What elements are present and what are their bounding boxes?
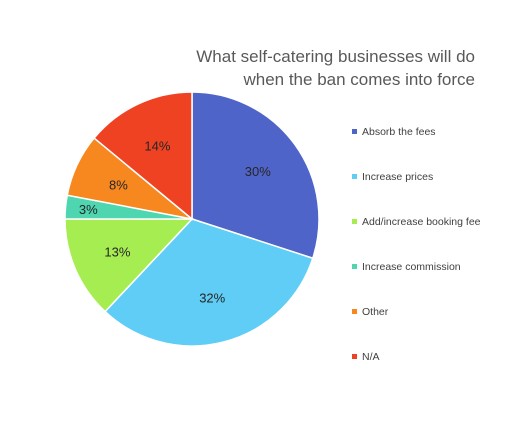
legend-swatch-4 bbox=[352, 309, 357, 314]
pie-slice-label-1: 32% bbox=[199, 291, 225, 306]
pie-slice-1 bbox=[104, 218, 314, 347]
pie-slice-label-2: 13% bbox=[104, 244, 130, 259]
legend-label-2: Add/increase booking fee bbox=[362, 216, 481, 228]
legend-label-4: Other bbox=[362, 306, 389, 318]
chart-title-line-2: when the ban comes into force bbox=[242, 70, 475, 89]
legend-label-0: Absorb the fees bbox=[362, 126, 436, 138]
legend-swatch-3 bbox=[352, 264, 357, 269]
legend: Absorb the fees Increase prices Add/increa… bbox=[352, 126, 481, 363]
legend-swatch-0 bbox=[352, 129, 357, 134]
pie-slice-label-5: 14% bbox=[144, 138, 170, 153]
legend-swatch-2 bbox=[352, 219, 357, 224]
pie-slice-labels: 30% 32% 13% 3% 8% 14% bbox=[79, 138, 271, 305]
legend-swatch-5 bbox=[352, 354, 357, 359]
legend-swatch-1 bbox=[352, 174, 357, 179]
pie-slice-2 bbox=[64, 218, 194, 313]
pie-slice-label-3: 3% bbox=[79, 202, 98, 217]
chart-title: What self-catering businesses will do wh… bbox=[196, 47, 475, 89]
chart-title-line-1: What self-catering businesses will do bbox=[196, 47, 475, 66]
pie-slice-label-0: 30% bbox=[245, 164, 271, 179]
pie-slice-5 bbox=[93, 91, 193, 221]
pie-slice-label-4: 8% bbox=[109, 177, 128, 192]
legend-label-5: N/A bbox=[362, 351, 380, 363]
pie-slice-0 bbox=[191, 91, 320, 260]
pie-slices bbox=[64, 91, 320, 347]
legend-label-3: Increase commission bbox=[362, 261, 461, 273]
legend-label-1: Increase prices bbox=[362, 171, 433, 183]
